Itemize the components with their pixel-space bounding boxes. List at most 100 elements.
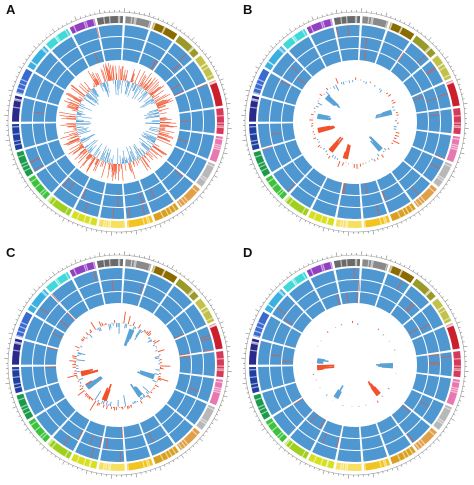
track-1-segment (404, 42, 429, 67)
tick-ring (244, 254, 466, 476)
track-2-segment (398, 168, 421, 191)
track-1-segment (272, 295, 296, 321)
track-1-segment (422, 156, 444, 182)
track-3-segment (282, 366, 296, 385)
track-1-segment (404, 285, 429, 310)
tick-marks (4, 251, 232, 479)
track-2-segment (422, 331, 439, 354)
tick-ring (7, 254, 229, 476)
chromosome-16 (16, 150, 34, 177)
track-3-segment (174, 93, 191, 113)
track-2-segment (423, 375, 440, 398)
panel-label: B (243, 2, 253, 17)
track-3-segment (285, 382, 302, 403)
track-3-segment (138, 53, 159, 71)
track-1-segment (273, 168, 297, 193)
track-2-segment (124, 434, 147, 450)
chromosome-16 (253, 393, 271, 420)
track-2-segment (381, 425, 404, 445)
track-2-segment (282, 304, 304, 327)
track-3-segment (84, 50, 105, 67)
track-3-segment (153, 62, 174, 82)
track-3-segment (282, 103, 295, 122)
track-1-segment (98, 268, 123, 281)
track-3-segment (322, 177, 343, 194)
chromosome-14 (47, 195, 73, 216)
track-3-segment (179, 355, 191, 374)
track-2-segment (283, 404, 305, 427)
track-1-segment (21, 97, 35, 122)
track-2-segment (144, 182, 167, 202)
chromosome-9 (176, 184, 200, 208)
track-2-segment (398, 411, 421, 434)
track-1-segment (203, 352, 215, 377)
chromosome-2 (388, 265, 415, 283)
track-3-segment (45, 123, 59, 142)
track-2-segment (36, 386, 55, 409)
track-1-segment (421, 61, 444, 87)
chromosome-10 (153, 203, 179, 222)
chromosome-5 (445, 80, 460, 107)
track-markers (29, 27, 208, 219)
track-3-segment (139, 415, 160, 434)
track-2-segment (144, 425, 167, 445)
track-1-segment (406, 419, 431, 444)
track-3-segment (85, 420, 106, 437)
track-3-segment (412, 373, 428, 393)
track-1-segment (197, 326, 214, 352)
track-1-segment (310, 27, 336, 46)
track-2-segment (79, 282, 102, 300)
track-markers (270, 268, 452, 449)
track-2-segment (361, 191, 384, 207)
chromosome-4 (195, 298, 215, 324)
track-3-segment (282, 123, 296, 142)
chromosome-8 (433, 404, 453, 431)
chromosome-20 (27, 289, 49, 314)
track-3-segment (293, 155, 313, 176)
track-1-segment (361, 25, 386, 41)
track-1-segment (24, 73, 44, 99)
track-2-segment (339, 437, 361, 450)
track-1-segment (261, 73, 281, 99)
track-3-segment (292, 312, 312, 333)
track-1-segment (385, 192, 411, 213)
track-2-segment (316, 39, 339, 57)
track-3-segment (56, 155, 76, 176)
track-1-segment (21, 366, 36, 391)
track-2-segment (33, 123, 47, 145)
track-3-segment (403, 146, 422, 167)
track-2-segment (79, 39, 102, 57)
chromosome-20 (264, 289, 286, 314)
track-2-segment (273, 386, 292, 409)
track-1-segment (335, 25, 360, 38)
track-2-segment (80, 188, 103, 206)
track-1-segment (184, 304, 207, 330)
tick-marks (4, 8, 232, 236)
track-2-segment (46, 404, 68, 427)
track-1-segment (261, 316, 281, 342)
track-3-segment (359, 292, 379, 307)
track-1-segment (185, 399, 207, 425)
track-3-segment (154, 404, 175, 424)
track-3-segment (84, 293, 105, 310)
track-2-segment (185, 88, 202, 111)
chromosome-20 (27, 46, 49, 71)
track-2-segment (412, 68, 433, 92)
track-3-segment (411, 336, 428, 356)
chromosome-6 (216, 107, 224, 135)
track-1-segment (21, 123, 36, 148)
track-3-segment (321, 50, 342, 67)
track-1-segment (75, 199, 101, 217)
track-1-segment (258, 340, 272, 365)
inner-data-track (309, 77, 400, 169)
track-3-segment (360, 180, 380, 195)
track-1-segment (258, 97, 272, 122)
track-1-segment (75, 442, 101, 460)
chromosome-17 (249, 367, 260, 394)
track-3-segment (416, 112, 428, 131)
track-1-segment (25, 389, 45, 416)
track-2-segment (45, 61, 67, 84)
track-1-segment (421, 304, 444, 330)
chromosome-18 (249, 338, 260, 365)
chromosome-12 (98, 219, 125, 229)
